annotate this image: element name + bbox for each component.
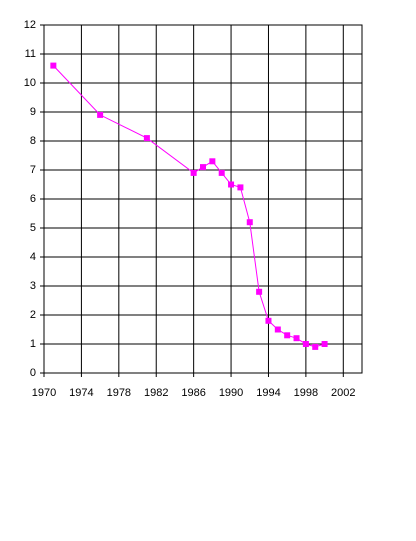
point [312,343,319,350]
x-tick-label: 1998 [294,387,318,399]
x-tick-label: 1982 [144,387,168,399]
point [209,158,216,165]
y-tick-label: 10 [24,77,36,89]
point [321,341,328,347]
point [190,169,197,176]
point [293,335,300,342]
point [97,111,104,118]
x-tick-label: 2002 [331,387,355,399]
y-tick-label: 12 [24,19,36,31]
y-tick-label: 1 [30,338,36,350]
x-tick-label: 1978 [107,387,131,399]
point [246,219,253,226]
point [237,184,244,191]
x-tick-label: 1990 [219,387,243,399]
x-tick-label: 1974 [69,387,93,399]
y-tick-label: 3 [30,280,36,292]
point [218,169,225,176]
point [302,341,309,347]
x-tick-label: 1994 [256,387,280,399]
x-tick-label: 1986 [181,387,205,399]
point [274,326,281,333]
x-tick-label: 1970 [32,387,56,399]
point [200,164,206,171]
y-tick-label: 5 [30,222,36,234]
point [228,181,235,188]
y-tick-label: 11 [25,48,36,60]
point [50,62,57,69]
point [284,332,291,339]
y-tick-label: 0 [30,367,36,379]
point [256,288,263,295]
y-tick-label: 8 [30,135,36,147]
y-tick-label: 6 [30,193,36,205]
y-tick-label: 2 [30,309,36,321]
point [265,317,272,324]
point [143,135,150,142]
y-tick-label: 7 [30,164,36,176]
y-tick-label: 9 [30,106,36,118]
y-tick-label: 4 [30,251,36,263]
